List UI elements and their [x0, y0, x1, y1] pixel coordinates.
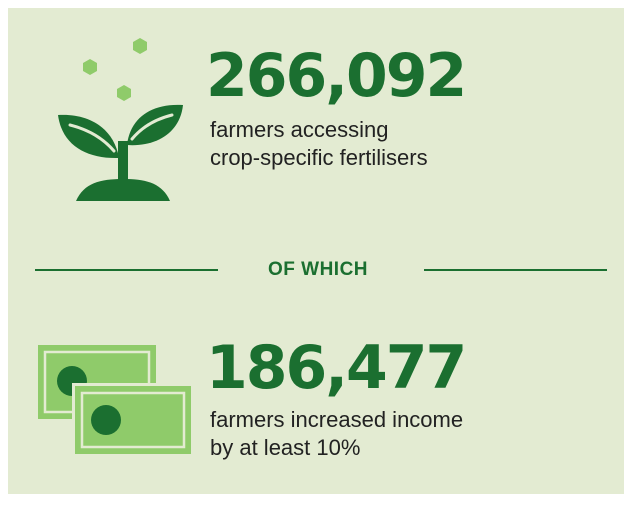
banknotes-icon — [38, 345, 192, 455]
divider-line-right — [424, 269, 607, 271]
fertiliser-pellet-icon — [83, 59, 97, 75]
farmers-income-description-line-2: by at least 10% — [210, 435, 361, 460]
farmers-fertiliser-description-line-1: farmers accessing — [210, 117, 389, 142]
divider-line-left — [35, 269, 218, 271]
farmers-fertiliser-count: 266,092 — [206, 41, 467, 111]
seedling-icon — [58, 38, 183, 201]
farmers-fertiliser-description-line-2: crop-specific fertilisers — [210, 145, 428, 170]
fertiliser-pellet-icon — [133, 38, 147, 54]
fertiliser-pellet-icon — [117, 85, 131, 101]
farmers-income-description-line-1: farmers increased income — [210, 407, 464, 432]
farmers-income-count: 186,477 — [206, 333, 467, 403]
infographic-card: 266,092 farmers accessing crop-specific … — [8, 8, 624, 494]
divider-label: OF WHICH — [267, 259, 369, 280]
